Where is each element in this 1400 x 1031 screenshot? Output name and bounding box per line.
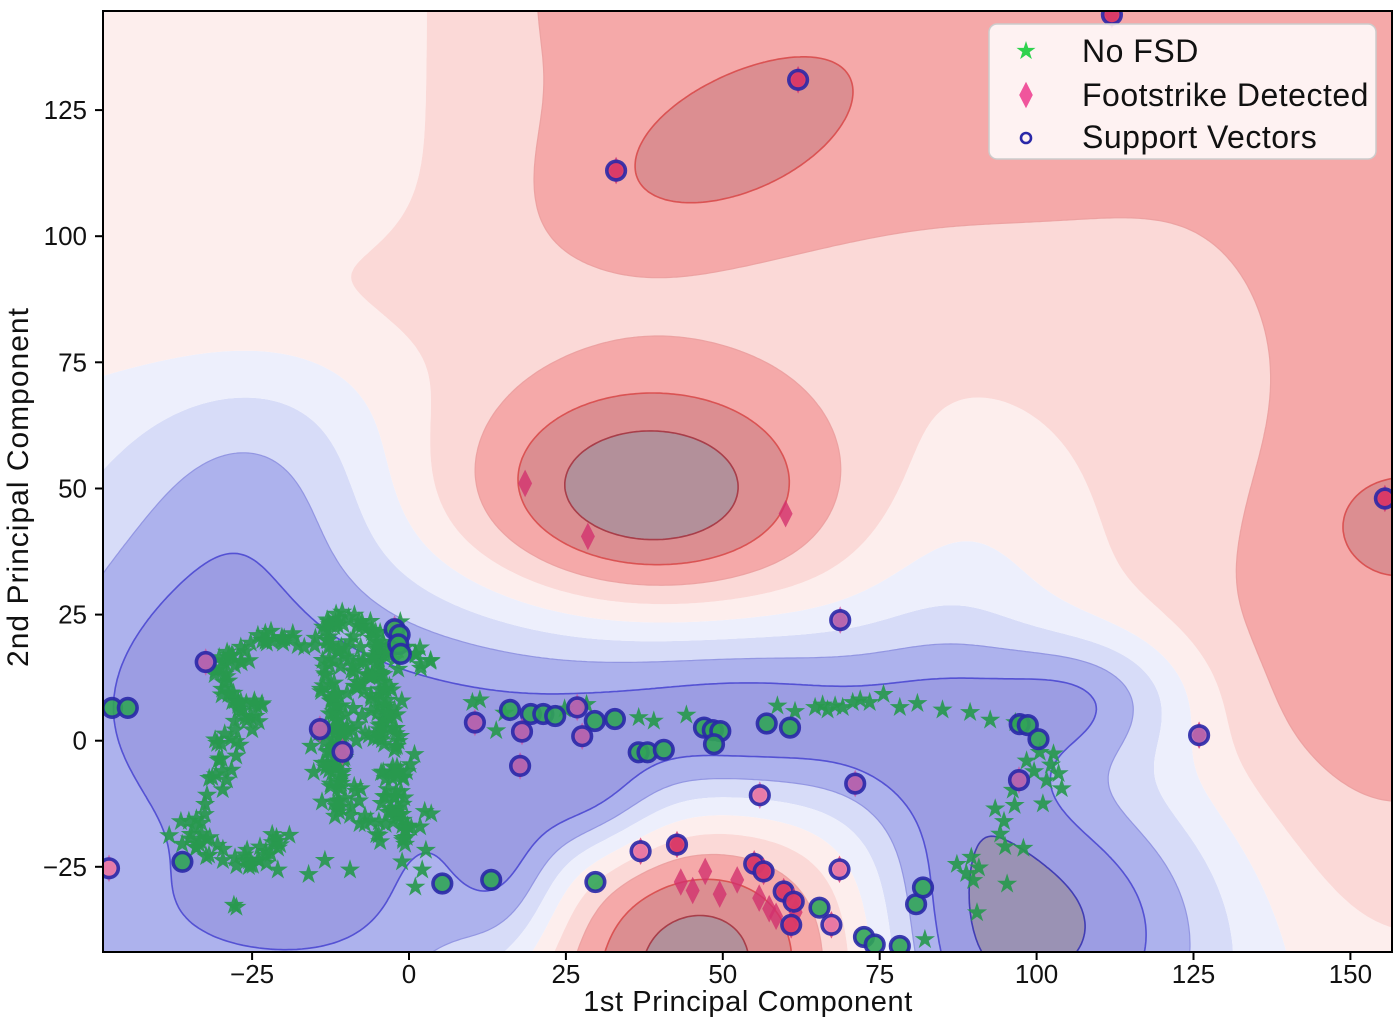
svg-text:100: 100 — [1015, 959, 1058, 989]
svg-text:−25: −25 — [43, 852, 87, 882]
svg-text:150: 150 — [1329, 959, 1372, 989]
svg-text:25: 25 — [58, 600, 87, 630]
svg-text:Footstrike Detected: Footstrike Detected — [1082, 77, 1369, 113]
svg-text:75: 75 — [58, 347, 87, 377]
svg-text:No FSD: No FSD — [1082, 33, 1199, 69]
svg-text:50: 50 — [708, 959, 737, 989]
svg-text:1st Principal Component: 1st Principal Component — [583, 986, 913, 1018]
svg-text:100: 100 — [44, 221, 87, 251]
svg-text:75: 75 — [865, 959, 894, 989]
svg-text:2nd Principal Component: 2nd Principal Component — [2, 307, 35, 667]
svg-text:0: 0 — [73, 726, 87, 756]
svg-text:125: 125 — [1172, 959, 1215, 989]
svg-text:25: 25 — [551, 959, 580, 989]
svg-text:0: 0 — [402, 959, 416, 989]
svg-text:125: 125 — [44, 95, 87, 125]
svg-text:−25: −25 — [230, 959, 274, 989]
svg-text:50: 50 — [58, 474, 87, 504]
svg-text:Support Vectors: Support Vectors — [1082, 119, 1317, 155]
